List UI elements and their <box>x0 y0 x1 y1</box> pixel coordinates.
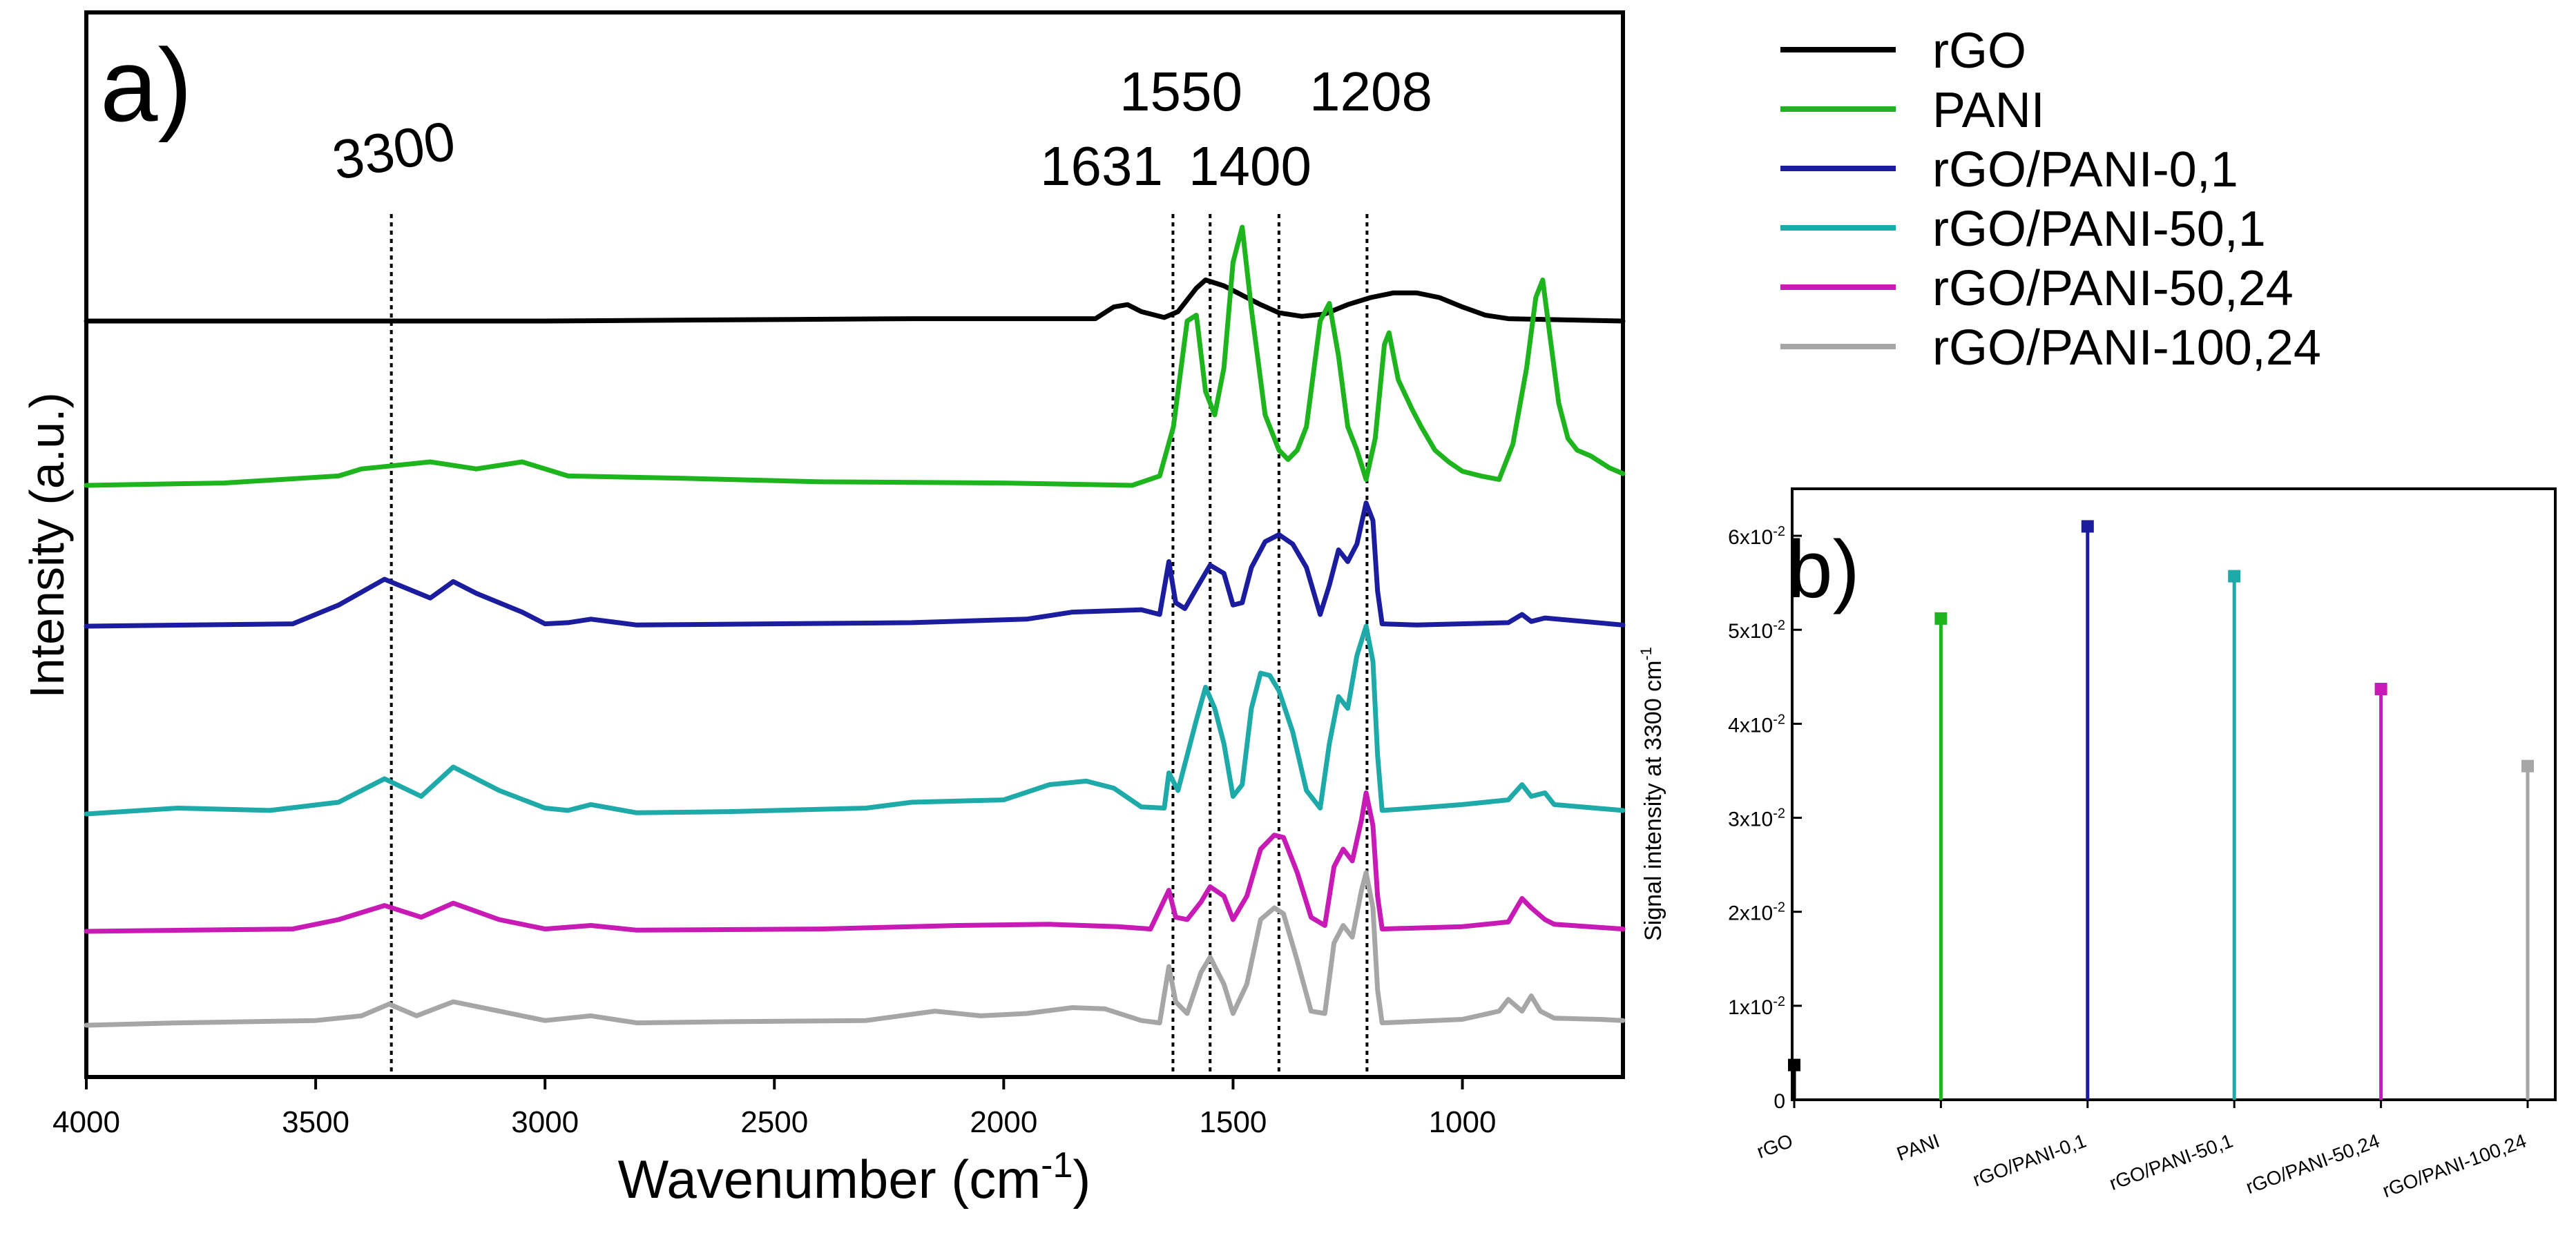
y-tick-label: 4x10-2 <box>1728 712 1785 737</box>
panel-a-x-ticks: 4000 3500 3000 2500 2000 1500 1000 <box>52 1077 1496 1139</box>
series-line-4 <box>84 790 1626 934</box>
stem-marker-5 <box>2521 759 2534 773</box>
x-tick-label: 3000 <box>511 1105 579 1139</box>
panel-b-x-ticks: rGO PANI rGO/PANI-0,1 rGO/PANI-50,1 rGO/PANI… <box>1754 1100 2529 1202</box>
x-tick-label: rGO/PANI-100,24 <box>2380 1130 2529 1202</box>
panel-a-x-axis-label: Wavenumber (cm-1) <box>618 1145 1091 1210</box>
panel-a-x-axis-label-close: ) <box>1073 1149 1090 1210</box>
y-tick-label: 0 <box>1774 1090 1785 1113</box>
x-tick-label: 1500 <box>1200 1105 1267 1139</box>
panel-a-label: a) <box>100 27 192 143</box>
panel-a-frame <box>84 10 1625 1079</box>
panel-b-y-axis-label-text: Signal intensity at 3300 cm <box>1640 661 1666 941</box>
panel-a-y-axis-label: Intensity (a.u.) <box>20 392 74 699</box>
x-tick-label: 4000 <box>52 1105 120 1139</box>
legend-label: rGO/PANI-0,1 <box>1932 142 2238 197</box>
series-line-2 <box>84 501 1626 629</box>
x-tick-label: rGO/PANI-0,1 <box>1970 1130 2088 1191</box>
x-tick-label: 2500 <box>740 1105 808 1139</box>
x-tick-label: PANI <box>1894 1130 1942 1165</box>
reference-label-1208: 1208 <box>1309 61 1432 122</box>
panel-b-y-axis-label: Signal intensity at 3300 cm-1 <box>1637 647 1666 941</box>
legend-label: rGO/PANI-50,1 <box>1932 202 2266 257</box>
x-tick-label: rGO <box>1754 1130 1796 1163</box>
stem-marker-2 <box>2081 520 2094 533</box>
series-line-3 <box>84 623 1626 817</box>
panel-b-y-axis-label-sup: -1 <box>1637 647 1655 661</box>
y-tick-label: 6x10-2 <box>1728 524 1785 549</box>
x-tick-label: 3500 <box>282 1105 349 1139</box>
panel-b: b) 0 1x10-2 2x10-2 3x10-2 4x10-2 5x10-2 6x10-2… <box>1637 487 2557 1202</box>
legend: rGOPANIrGO/PANI-0,1rGO/PANI-50,1rGO/PANI… <box>1780 23 2321 376</box>
legend-label: rGO/PANI-100,24 <box>1932 320 2321 376</box>
y-tick-label: 3x10-2 <box>1728 806 1785 831</box>
legend-label: rGO <box>1932 23 2026 79</box>
reference-label-1400: 1400 <box>1189 135 1311 197</box>
legend-label: PANI <box>1932 83 2045 138</box>
panel-a-series <box>84 224 1626 1028</box>
panel-a: a) 3300 1631 1550 1400 1208 4000 3500 3000 2500… <box>20 10 1626 1210</box>
stem-marker-3 <box>2228 570 2241 583</box>
legend-label: rGO/PANI-50,24 <box>1932 261 2294 316</box>
series-line-1 <box>84 224 1626 488</box>
stem-marker-0 <box>1788 1058 1800 1071</box>
y-tick-label: 1x10-2 <box>1728 994 1785 1019</box>
x-tick-label: rGO/PANI-50,24 <box>2243 1130 2383 1199</box>
reference-label-1550: 1550 <box>1119 61 1242 122</box>
panel-b-label: b) <box>1787 524 1860 615</box>
x-tick-label: 2000 <box>970 1105 1037 1139</box>
series-line-0 <box>84 278 1626 324</box>
panel-a-x-axis-label-sup: -1 <box>1041 1145 1073 1185</box>
panel-b-y-ticks: 0 1x10-2 2x10-2 3x10-2 4x10-2 5x10-2 6x10-2 <box>1728 524 1802 1113</box>
reference-label-3300: 3300 <box>328 110 460 192</box>
y-tick-label: 5x10-2 <box>1728 618 1785 643</box>
x-tick-label: rGO/PANI-50,1 <box>2106 1130 2236 1194</box>
series-line-5 <box>84 870 1626 1028</box>
panel-b-stems <box>1788 520 2534 1100</box>
stem-marker-4 <box>2374 683 2387 696</box>
y-tick-label: 2x10-2 <box>1728 900 1785 925</box>
stem-marker-1 <box>1934 612 1948 625</box>
panel-a-reference-lines: 3300 1631 1550 1400 1208 <box>328 61 1432 1077</box>
panel-a-x-axis-label-text: Wavenumber (cm <box>618 1149 1041 1210</box>
reference-label-1631: 1631 <box>1040 135 1163 197</box>
x-tick-label: 1000 <box>1429 1105 1497 1139</box>
panel-b-frame <box>1791 487 2557 1101</box>
